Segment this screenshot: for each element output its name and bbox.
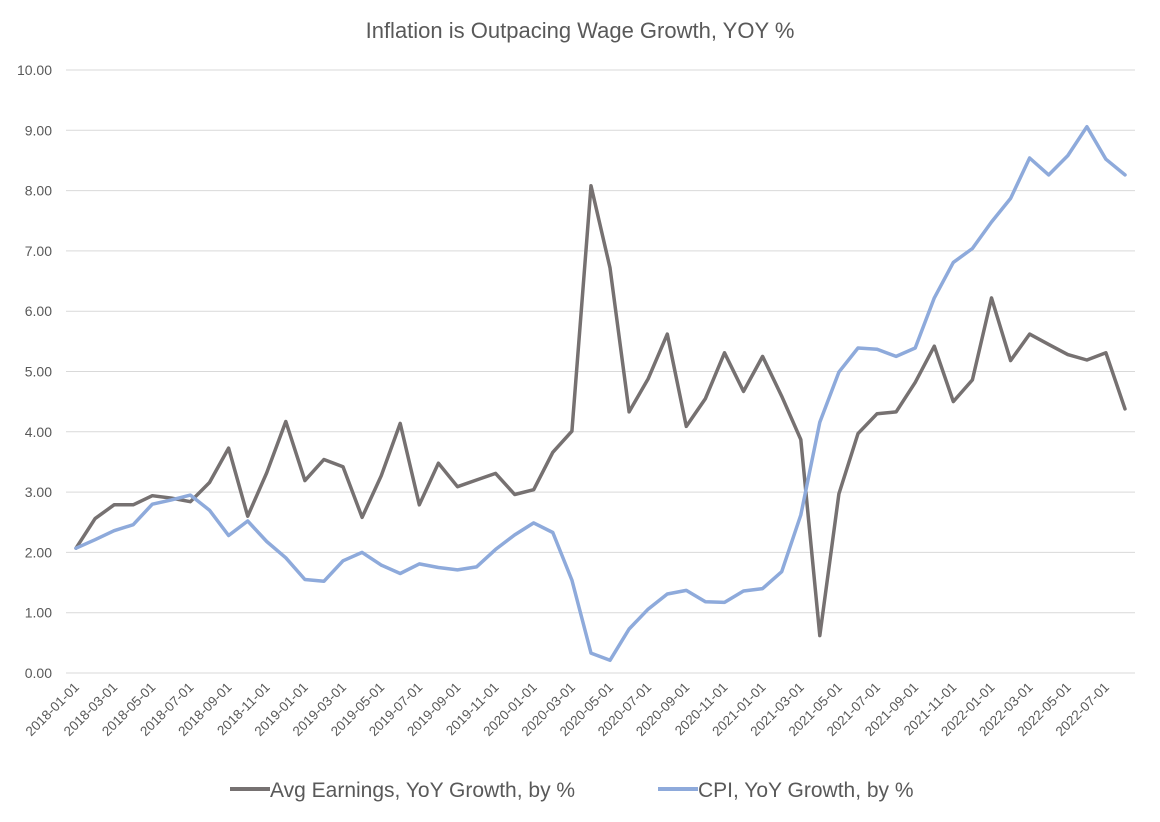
- legend: Avg Earnings, YoY Growth, by % CPI, YoY …: [230, 779, 914, 802]
- y-tick-label: 7.00: [25, 243, 52, 259]
- y-axis-tick-labels: 0.00 1.00 2.00 3.00 4.00 5.00 6.00 7.00 8.00 9.00…: [17, 62, 52, 681]
- y-tick-label: 1.00: [25, 605, 52, 621]
- y-tick-label: 3.00: [25, 484, 52, 500]
- series-line-avg-earnings: [74, 184, 1127, 638]
- y-tick-label: 0.00: [25, 665, 52, 681]
- y-tick-label: 4.00: [25, 424, 52, 440]
- legend-label-avg-earnings: Avg Earnings, YoY Growth, by %: [270, 779, 575, 802]
- series-line-cpi: [74, 124, 1127, 663]
- y-tick-label: 9.00: [25, 122, 52, 138]
- x-axis-tick-labels: 2018-01-012018-03-012018-05-012018-07-01…: [23, 680, 1112, 739]
- legend-label-cpi: CPI, YoY Growth, by %: [698, 779, 914, 802]
- y-tick-label: 6.00: [25, 303, 52, 319]
- chart-title: Inflation is Outpacing Wage Growth, YOY …: [366, 18, 795, 43]
- y-tick-label: 2.00: [25, 544, 52, 560]
- series-lines: [74, 124, 1127, 663]
- y-tick-label: 10.00: [17, 62, 52, 78]
- y-tick-label: 5.00: [25, 364, 52, 380]
- gridlines: [66, 69, 1135, 674]
- y-tick-label: 8.00: [25, 183, 52, 199]
